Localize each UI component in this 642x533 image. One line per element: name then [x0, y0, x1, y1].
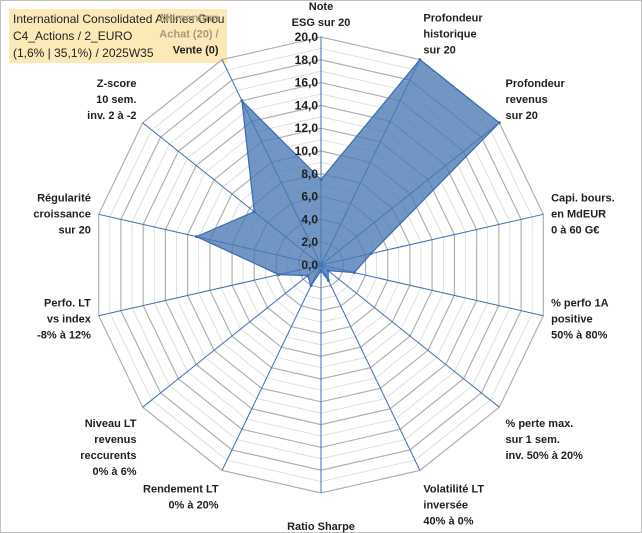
axis-label: Perfo. LT	[44, 298, 91, 310]
axis-label: sur 20	[423, 44, 455, 56]
data-point	[326, 269, 330, 273]
data-point	[309, 284, 313, 287]
axis-label: historique	[423, 28, 476, 40]
axis-label: reccurents	[80, 450, 136, 462]
data-point	[369, 252, 373, 256]
tick-label: 18,0	[295, 53, 319, 67]
radar-tick-labels: 0,0 2,0 4,0 6,0 8,0 10,0 12,0 14,0 16,0 18,0 20,0	[295, 30, 319, 272]
axis-spoke	[320, 264, 421, 471]
axis-label: Ratio Sharpe	[287, 521, 355, 533]
tick-label: 8,0	[301, 167, 318, 181]
tick-label: 12,0	[295, 121, 319, 135]
axis-spoke	[320, 264, 544, 317]
axis-label: Achat (20) /	[159, 28, 218, 40]
axis-label: sur 20	[58, 225, 90, 237]
axis-label: inversée	[423, 500, 468, 512]
chart-title-line-3: (1,6% | 35,1%) / 2025W35	[13, 46, 154, 60]
axis-label: vs index	[47, 314, 92, 326]
axis-label: ESG sur 20	[292, 17, 351, 29]
axis-label: positive	[551, 314, 593, 326]
axis-label: -8% à 12%	[37, 330, 91, 342]
axis-label: revenus	[94, 434, 136, 446]
tick-label: 16,0	[295, 76, 319, 90]
tick-label: 14,0	[295, 98, 319, 112]
axis-label: 10 sem.	[96, 94, 136, 106]
axis-spoke	[142, 264, 322, 408]
axis-label: Momentum	[160, 12, 219, 24]
tick-label: 0,0	[301, 258, 318, 272]
axis-label: 0% à 20%	[168, 500, 218, 512]
data-point	[240, 99, 244, 103]
data-point	[497, 121, 501, 125]
data-point	[252, 210, 256, 214]
tick-label: 10,0	[295, 144, 319, 158]
axis-label: Profondeur	[506, 78, 566, 90]
axis-label: Rendement LT	[143, 484, 219, 496]
data-point	[352, 271, 356, 275]
axis-label: en MdEUR	[551, 209, 606, 221]
data-point	[195, 235, 198, 239]
axis-label: % perfo 1A	[551, 298, 609, 310]
chart-title-line-1: International Consolidated Airlines Grou	[13, 12, 225, 26]
axis-label: croissance	[33, 209, 90, 221]
data-point	[418, 58, 422, 62]
axis-label: Volatilité LT	[423, 484, 484, 496]
tick-label: 20,0	[295, 30, 319, 44]
tick-label: 4,0	[301, 212, 318, 226]
axis-label: Régularité	[37, 193, 91, 205]
axis-spoke	[221, 264, 322, 471]
tick-label: 2,0	[301, 235, 318, 249]
tick-label: 6,0	[301, 190, 318, 204]
data-point	[277, 273, 281, 277]
axis-label: Vente (0)	[173, 44, 219, 56]
axis-label: 0 à 60 G€	[551, 225, 599, 237]
axis-label: 0% à 6%	[92, 466, 136, 478]
axis-label: % perte max.	[506, 418, 574, 430]
chart-title-box	[9, 9, 227, 63]
data-point	[319, 178, 323, 181]
axis-label: revenus	[506, 94, 548, 106]
chart-title-line-2: C4_Actions / 2_EURO	[13, 29, 133, 43]
axis-label: Niveau LT	[85, 418, 137, 430]
axis-label: sur 20	[506, 110, 538, 122]
axis-label: Capi. bours.	[551, 193, 615, 205]
axis-label: 40% à 0%	[423, 516, 473, 528]
radar-series	[195, 58, 501, 287]
axis-label: inv. 50% à 20%	[506, 450, 584, 462]
data-point	[306, 274, 310, 278]
axis-label: Note	[309, 1, 333, 13]
radar-axis-labels: Note ESG sur 20 Profondeur historique sur 20…	[33, 1, 614, 533]
data-point	[326, 278, 330, 282]
axis-label: Profondeur	[423, 12, 483, 24]
axis-spoke	[320, 264, 500, 408]
data-point	[319, 269, 323, 273]
axis-label: 50% à 80%	[551, 330, 607, 342]
axis-label: Z-score	[97, 78, 137, 90]
axis-label: inv. 2 à -2	[87, 110, 136, 122]
axis-label: sur 1 sem.	[506, 434, 560, 446]
